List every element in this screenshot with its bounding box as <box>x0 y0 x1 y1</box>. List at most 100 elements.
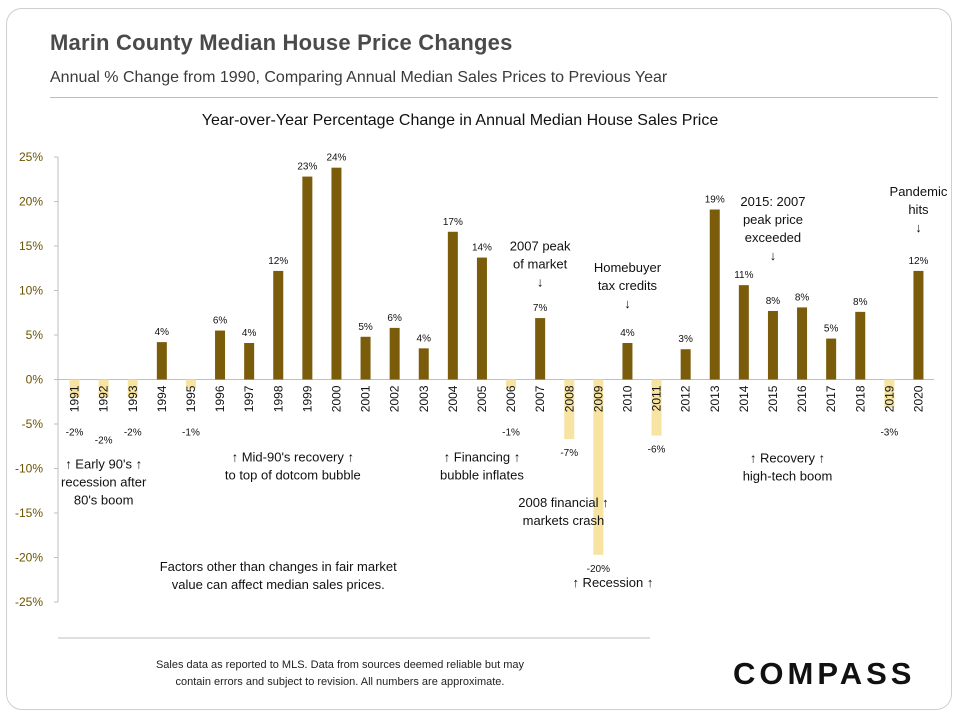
bar-2015 <box>767 310 778 380</box>
bar-1994 <box>156 342 167 380</box>
data-label: -3% <box>880 428 898 439</box>
annotation-a10: hits <box>908 202 929 217</box>
data-label: -2% <box>95 436 113 447</box>
data-label: 5% <box>824 324 839 335</box>
annotation-a9: 2015: 2007 <box>740 194 805 209</box>
x-tick-label: 1998 <box>271 385 285 412</box>
x-tick-label: 2000 <box>329 385 343 412</box>
bar-1996 <box>215 330 226 380</box>
annotation-a1: 80's boom <box>74 493 134 508</box>
annotation-a1: recession after <box>61 475 147 490</box>
x-tick-label: 2017 <box>824 385 838 412</box>
bar-2002 <box>389 327 400 380</box>
x-tick-label: 2018 <box>853 385 867 412</box>
x-tick-label: 1993 <box>126 385 140 412</box>
bar-2003 <box>418 348 429 380</box>
page-title: Marin County Median House Price Changes <box>50 30 513 55</box>
data-label: 8% <box>766 296 781 307</box>
data-label: 4% <box>620 328 635 339</box>
data-label: 14% <box>472 243 492 254</box>
y-tick-label: -5% <box>22 417 44 431</box>
x-tick-label: 1995 <box>184 385 198 412</box>
annotation-a9: peak price <box>743 212 803 227</box>
bar-1999 <box>302 176 313 380</box>
x-tick-label: 1997 <box>242 385 256 412</box>
bar-2004 <box>447 231 458 380</box>
y-tick-label: -10% <box>15 462 43 476</box>
compass-logo: COMPASS <box>733 656 916 691</box>
data-label: 6% <box>213 316 228 327</box>
y-tick-label: 15% <box>19 239 43 253</box>
data-label: -6% <box>648 445 666 456</box>
x-tick-label: 2011 <box>650 385 664 411</box>
y-tick-label: 0% <box>26 373 44 387</box>
data-label: -2% <box>124 428 142 439</box>
data-label: 5% <box>358 322 373 333</box>
x-tick-label: 2005 <box>475 385 489 412</box>
annotation-a6: ↑ Recovery ↑ <box>750 450 825 465</box>
data-label: 4% <box>417 333 432 344</box>
bar-1993 <box>127 379 138 398</box>
annotation-a9: exceeded <box>745 230 801 245</box>
x-tick-label: 2015 <box>766 385 780 412</box>
bar-2012 <box>680 349 691 380</box>
chart-title: Year-over-Year Percentage Change in Annu… <box>201 112 719 129</box>
annotation-a4: markets crash <box>523 513 605 528</box>
bar-2017 <box>826 338 837 380</box>
data-label: 12% <box>268 256 288 267</box>
bar-2001 <box>360 336 371 380</box>
data-label: 8% <box>853 297 868 308</box>
footer-note-line-1: Sales data as reported to MLS. Data from… <box>155 659 525 671</box>
annotation-a5: ↑ Recession ↑ <box>572 575 653 590</box>
x-tick-label: 2002 <box>388 385 402 412</box>
annotation-a2: ↑ Mid-90's recovery ↑ <box>232 449 354 464</box>
x-tick-label: 2003 <box>417 385 431 412</box>
annotation-a8: tax credits <box>598 278 658 293</box>
data-label: -20% <box>587 564 610 575</box>
x-tick-label: 1991 <box>68 385 82 412</box>
annotation-a1: ↑ Early 90's ↑ <box>65 457 142 472</box>
bar-2013 <box>709 209 720 380</box>
x-tick-label: 2013 <box>708 385 722 412</box>
annotation-a7: of market <box>513 256 568 271</box>
bar-2009 <box>593 379 604 555</box>
annotation-a8: ↓ <box>624 296 631 311</box>
x-tick-label: 1999 <box>300 385 314 412</box>
annotation-a7: ↓ <box>537 274 544 289</box>
x-tick-label: 1994 <box>155 385 169 412</box>
bar-1995 <box>185 379 196 389</box>
bar-2010 <box>622 343 633 380</box>
x-tick-label: 2010 <box>620 385 634 412</box>
annotation-a10: ↓ <box>915 220 922 235</box>
data-label: 24% <box>326 153 346 164</box>
bar-2008 <box>564 379 575 440</box>
bar-1991 <box>69 379 80 398</box>
data-label: -7% <box>560 448 578 459</box>
x-tick-label: 2020 <box>911 385 925 412</box>
annotation-a9: ↓ <box>770 248 777 263</box>
annotation-a11: value can affect median sales prices. <box>172 577 385 592</box>
annotation-a8: Homebuyer <box>594 260 662 275</box>
bar-2006 <box>506 379 517 389</box>
data-label: 19% <box>705 195 725 206</box>
x-tick-label: 2012 <box>679 385 693 412</box>
y-tick-label: -20% <box>15 551 43 565</box>
x-tick-label: 2016 <box>795 385 809 412</box>
bar-2018 <box>855 311 866 380</box>
data-label: -2% <box>66 428 84 439</box>
bar-1998 <box>273 270 284 380</box>
x-tick-label: 2007 <box>533 385 547 412</box>
bar-2014 <box>738 285 749 380</box>
annotation-a4: 2008 financial ↑ <box>518 495 608 510</box>
annotation-a3: ↑ Financing ↑ <box>444 449 521 464</box>
data-label: -1% <box>502 428 520 439</box>
page-subtitle: Annual % Change from 1990, Comparing Ann… <box>50 69 668 86</box>
x-tick-label: 2001 <box>359 385 373 412</box>
data-label: 4% <box>155 327 170 338</box>
data-label: 12% <box>908 256 928 267</box>
footer-note: Sales data as reported to MLS. Data from… <box>90 657 590 691</box>
bar-2005 <box>476 257 487 380</box>
x-tick-label: 2004 <box>446 385 460 412</box>
annotation-a6: high-tech boom <box>743 468 833 483</box>
